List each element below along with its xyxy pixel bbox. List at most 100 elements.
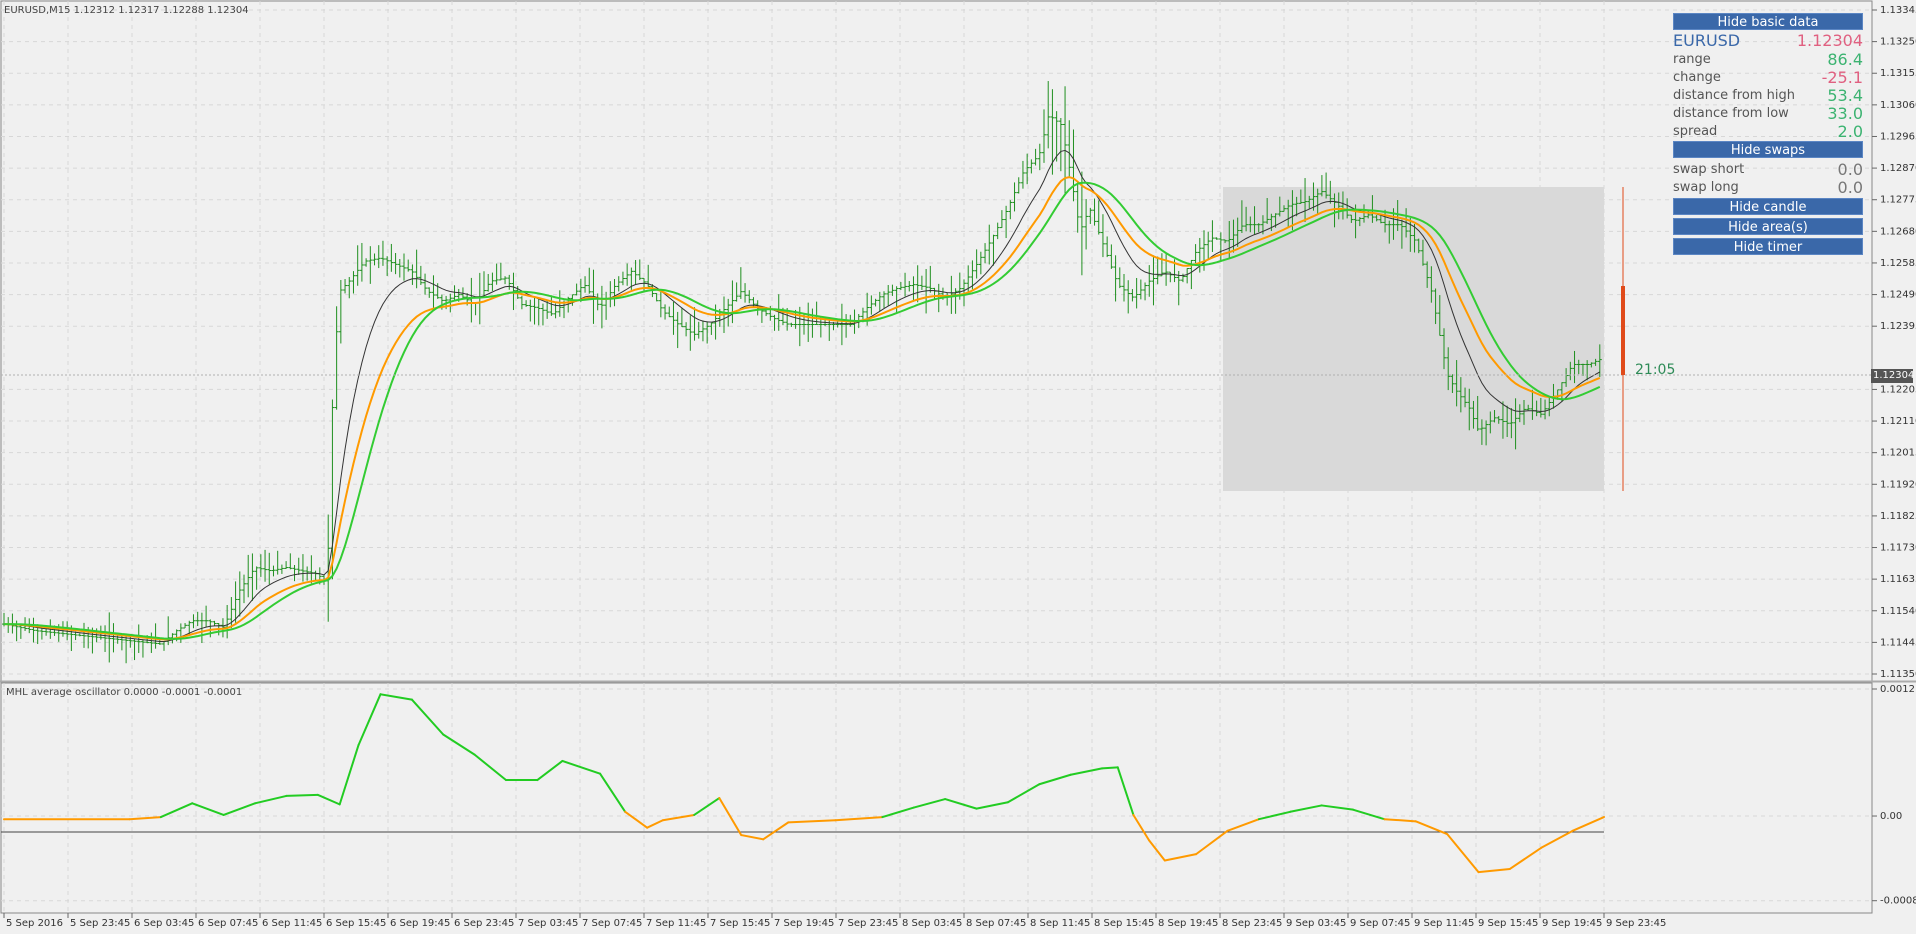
price-tick-label: 1.11540 <box>1880 606 1916 617</box>
price-tick-label: 1.12965 <box>1880 131 1916 142</box>
time-tick-label: 9 Sep 07:45 <box>1350 918 1410 929</box>
price-tick-label: 1.12585 <box>1880 258 1916 269</box>
oscillator-segment <box>285 793 319 797</box>
chart-title: EURUSD,M15 1.12312 1.12317 1.12288 1.123… <box>4 5 249 16</box>
oscillator-segment <box>1477 867 1511 874</box>
oscillator-segment <box>912 798 947 809</box>
price-tick-label: 1.13155 <box>1880 68 1916 79</box>
oscillator-segment <box>379 693 413 701</box>
range-row: range 86.4 <box>1673 50 1863 69</box>
time-tick-label: 5 Sep 23:45 <box>70 918 130 929</box>
time-tick-label: 7 Sep 03:45 <box>518 918 578 929</box>
price-tick-label: 1.12680 <box>1880 226 1916 237</box>
oscillator-title: MHL average oscillator 0.0000 -0.0001 -0… <box>6 687 242 698</box>
range-label: range <box>1673 52 1711 67</box>
time-axis: 5 Sep 2016 5 Sep 23:45 6 Sep 03:45 6 Sep 07… <box>3 913 1666 929</box>
price-tick-label: 1.13060 <box>1880 100 1916 111</box>
oscillator-segment <box>338 744 360 806</box>
price-tick-label: 1.12205 <box>1880 384 1916 395</box>
spread-row: spread 2.0 <box>1673 122 1863 141</box>
oscillator-segment <box>718 797 743 837</box>
oscillator-segment <box>1320 804 1355 811</box>
change-label: change <box>1673 70 1721 85</box>
swap-short-value: 0.0 <box>1837 160 1863 179</box>
time-tick-label: 6 Sep 07:45 <box>198 918 258 929</box>
oscillator-segment <box>975 801 1009 810</box>
oscillator-segment <box>561 759 602 775</box>
time-tick-label: 7 Sep 07:45 <box>582 918 642 929</box>
oscillator-segment <box>881 806 915 819</box>
change-row: change -25.1 <box>1673 68 1863 87</box>
time-tick-label: 7 Sep 19:45 <box>774 918 834 929</box>
time-tick-label: 9 Sep 03:45 <box>1286 918 1346 929</box>
time-tick-label: 8 Sep 19:45 <box>1158 918 1218 929</box>
osc-tick-label: 0.00 <box>1880 811 1902 822</box>
price-axis: 1.13345 1.13250 1.13155 1.13060 1.12965 1.128… <box>1872 5 1916 680</box>
time-tick-label: 6 Sep 15:45 <box>326 918 386 929</box>
time-tick-label: 7 Sep 23:45 <box>838 918 898 929</box>
oscillator-segment <box>357 693 382 747</box>
oscillator-segment <box>1257 810 1292 821</box>
time-tick-label: 8 Sep 23:45 <box>1222 918 1282 929</box>
distance-low-row: distance from low 33.0 <box>1673 104 1863 123</box>
change-value: -25.1 <box>1821 68 1863 87</box>
oscillator-segment <box>222 802 256 816</box>
price-tick-label: 1.12395 <box>1880 321 1916 332</box>
price-tick-label: 1.13250 <box>1880 37 1916 48</box>
price-tick-label: 1.11920 <box>1880 479 1916 490</box>
hide-basic-data-button[interactable]: Hide basic data <box>1673 13 1863 30</box>
ma-green-line <box>4 181 1601 640</box>
distance-low-label: distance from low <box>1673 106 1789 121</box>
oscillator-segment <box>442 733 476 756</box>
time-tick-label: 9 Sep 23:45 <box>1606 918 1666 929</box>
price-tick-label: 1.12015 <box>1880 448 1916 459</box>
time-tick-label: 9 Sep 15:45 <box>1478 918 1538 929</box>
oscillator-segment <box>1132 813 1151 842</box>
time-tick-label: 8 Sep 03:45 <box>902 918 962 929</box>
oscillator-segment <box>646 819 664 829</box>
time-tick-label: 9 Sep 11:45 <box>1414 918 1474 929</box>
oscillator-segment <box>128 816 162 821</box>
swap-short-label: swap short <box>1673 162 1745 177</box>
hide-swaps-button[interactable]: Hide swaps <box>1673 141 1863 158</box>
oscillator-segment <box>1116 766 1135 816</box>
oscillator-segment <box>1352 808 1386 821</box>
osc-tick-label: 0.0012 <box>1880 684 1915 695</box>
swap-long-value: 0.0 <box>1837 178 1863 197</box>
oscillator-segment <box>253 794 288 805</box>
hide-candle-button[interactable]: Hide candle <box>1673 198 1863 215</box>
oscillator-segment <box>1226 818 1260 832</box>
symbol-label: EURUSD <box>1673 31 1741 50</box>
oscillator-axis: 0.0012 0.00 -0.0008 <box>1872 684 1916 907</box>
price-tick-label: 1.12110 <box>1880 416 1916 427</box>
oscillator-segment <box>1383 818 1417 823</box>
hide-areas-button[interactable]: Hide area(s) <box>1673 218 1863 235</box>
time-tick-label: 6 Sep 19:45 <box>390 918 450 929</box>
highlight-area[interactable] <box>1223 187 1604 491</box>
main-grid <box>1 1 1872 681</box>
time-tick-label: 7 Sep 11:45 <box>646 918 706 929</box>
oscillator-segment <box>1069 767 1104 776</box>
oscillator-segment <box>762 821 790 841</box>
oscillator-segment <box>1195 829 1229 856</box>
distance-high-row: distance from high 53.4 <box>1673 86 1863 105</box>
oscillator-segment <box>191 802 225 816</box>
oscillator-segment <box>1163 853 1198 862</box>
osc-tick-label: -0.0008 <box>1880 896 1916 907</box>
oscillator-segment <box>1101 766 1119 770</box>
price-tick-label: 1.11350 <box>1880 669 1916 680</box>
oscillator-segment <box>473 753 507 782</box>
time-tick-label: 6 Sep 03:45 <box>134 918 194 929</box>
candle-body-bar <box>1621 286 1625 375</box>
symbol-row: EURUSD 1.12304 <box>1673 31 1863 50</box>
candle-timer: 21:05 <box>1635 362 1676 378</box>
oscillator-segment <box>1446 833 1480 874</box>
swap-short-row: swap short 0.0 <box>1673 160 1863 179</box>
hide-timer-button[interactable]: Hide timer <box>1673 238 1863 255</box>
distance-high-value: 53.4 <box>1827 86 1863 105</box>
price-value: 1.12304 <box>1796 31 1863 50</box>
oscillator-segment <box>1006 783 1041 804</box>
swap-long-label: swap long <box>1673 180 1739 195</box>
